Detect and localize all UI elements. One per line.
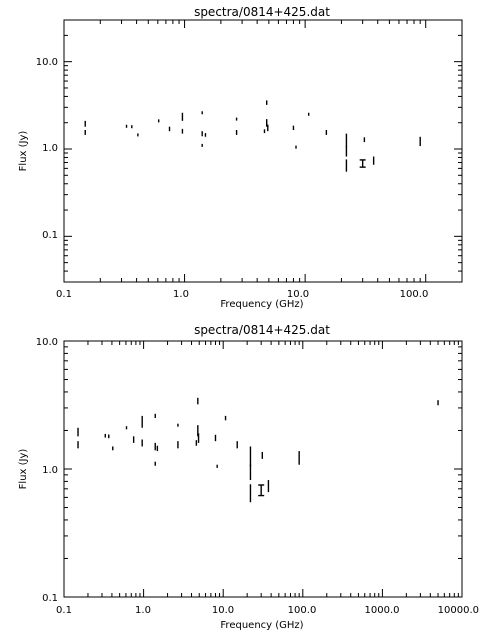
bottom-x-axis-label: Frequency (GHz) [220, 620, 303, 631]
bottom-x-tick-label-1.0: 1.0 [135, 605, 151, 616]
bottom-y-tick-label-10.0: 10.0 [36, 337, 58, 348]
top-y-tick-label-1.0: 1.0 [42, 143, 58, 154]
top-axis-ticks [63, 19, 463, 283]
top-chart-title: spectra/0814+425.dat [194, 5, 330, 19]
bottom-plot-frame [63, 340, 463, 598]
top-x-tick-label-100.0: 100.0 [400, 289, 429, 300]
bottom-x-tick-label-1000.0: 1000.0 [365, 605, 400, 616]
bottom-x-tick-label-10.0: 10.0 [212, 605, 234, 616]
bottom-spectrum-panel: spectra/0814+425.dat 0.1 1.0 10.0 100.0 … [18, 323, 479, 631]
bottom-x-tick-label-10000.0: 10000.0 [438, 605, 479, 616]
bottom-y-tick-label-1.0: 1.0 [42, 465, 58, 476]
bottom-x-tick-label-100.0: 100.0 [288, 605, 317, 616]
top-x-tick-label-10.0: 10.0 [287, 289, 309, 300]
bottom-chart-title: spectra/0814+425.dat [194, 323, 330, 337]
top-x-tick-label-1.0: 1.0 [173, 289, 189, 300]
bottom-x-tick-label-0.1: 0.1 [56, 605, 72, 616]
bottom-axis-ticks [63, 340, 463, 598]
top-y-axis-label: Flux (Jy) [18, 131, 29, 172]
top-spectrum-panel: spectra/0814+425.dat 0.1 1.0 10.0 100.0 … [18, 5, 463, 310]
top-plot-frame [63, 19, 463, 283]
bottom-y-axis-label: Flux (Jy) [18, 449, 29, 490]
top-x-tick-label-0.1: 0.1 [56, 289, 72, 300]
top-data-points [84, 100, 421, 172]
top-y-tick-label-10.0: 10.0 [36, 57, 58, 68]
bottom-data-points [77, 397, 439, 503]
bottom-y-tick-label-0.1: 0.1 [42, 593, 58, 604]
top-x-axis-label: Frequency (GHz) [220, 299, 303, 310]
top-y-tick-label-0.1: 0.1 [42, 230, 58, 241]
